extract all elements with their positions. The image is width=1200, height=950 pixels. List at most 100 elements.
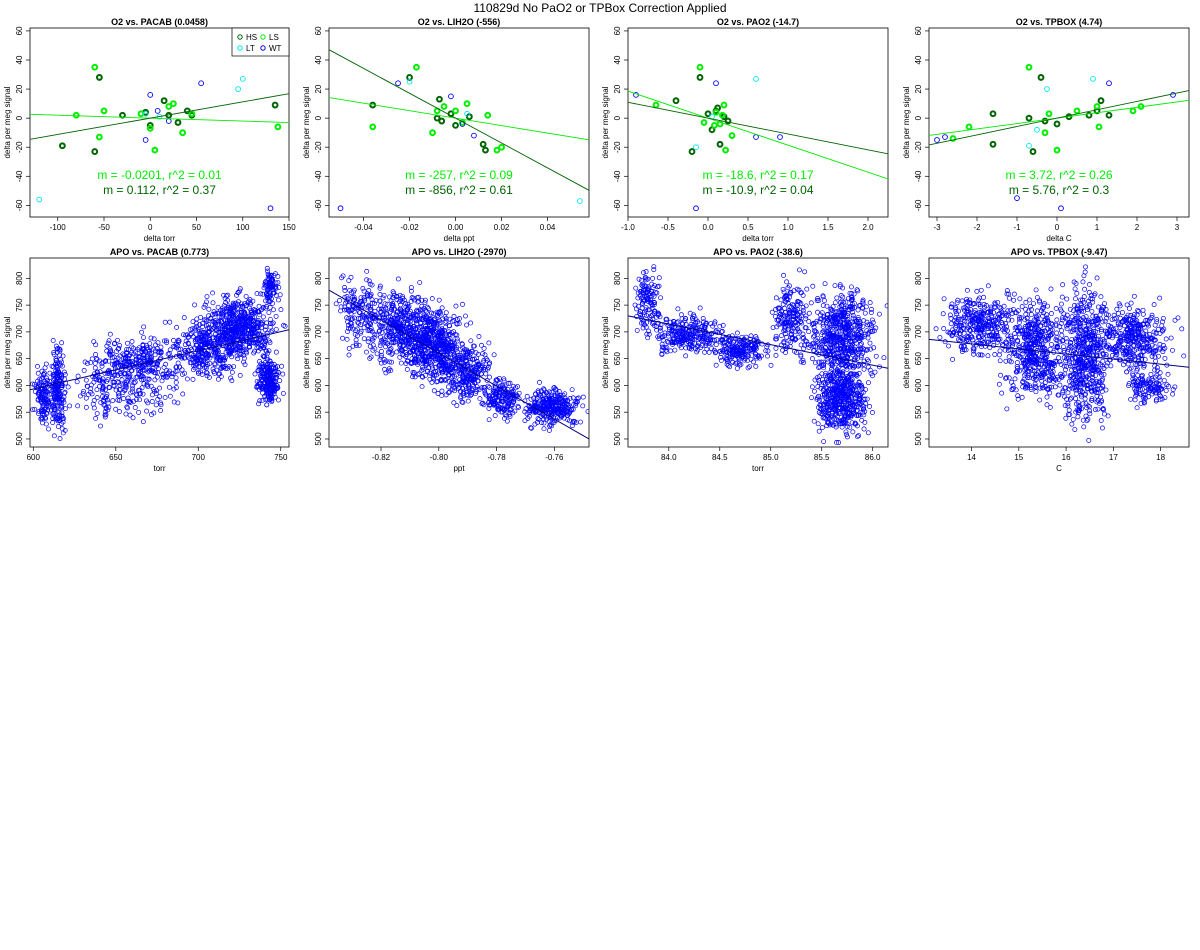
point-apo <box>636 303 641 309</box>
point-apo <box>495 406 501 412</box>
point-apo <box>400 294 405 299</box>
point-apo <box>417 280 423 286</box>
point-apo <box>643 307 649 313</box>
fit-line-hs <box>929 90 1189 146</box>
point-apo <box>228 365 234 371</box>
point-apo <box>41 372 47 378</box>
point-apo <box>460 355 466 361</box>
point-apo <box>57 398 63 404</box>
point-apo <box>578 419 583 425</box>
point-apo <box>52 384 58 390</box>
point-apo <box>722 340 728 346</box>
point-apo <box>181 332 186 338</box>
point-apo <box>400 326 405 332</box>
point-ls <box>413 63 420 71</box>
point-wt <box>267 205 274 212</box>
point-apo <box>677 340 682 346</box>
point-apo <box>35 363 40 369</box>
point-apo <box>390 302 395 308</box>
point-apo <box>470 343 476 349</box>
point-apo <box>229 354 235 360</box>
point-apo <box>153 402 159 408</box>
point-apo <box>129 344 135 350</box>
point-apo <box>46 399 52 405</box>
point-apo <box>84 360 90 366</box>
point-apo <box>651 267 657 273</box>
point-apo <box>133 349 139 355</box>
point-hs <box>479 140 487 148</box>
point-ls <box>169 100 177 107</box>
point-apo <box>87 389 93 395</box>
point-apo <box>486 384 492 390</box>
point-apo <box>643 290 649 296</box>
point-apo <box>148 383 154 389</box>
point-apo <box>118 370 124 376</box>
y-tick-label: -20 <box>613 141 622 153</box>
point-apo <box>389 351 395 357</box>
point-apo <box>439 337 445 343</box>
point-apo <box>666 333 671 339</box>
point-apo <box>379 306 384 312</box>
legend-marker-ls <box>260 34 266 40</box>
point-apo <box>634 314 640 319</box>
point-apo <box>339 275 345 281</box>
point-apo <box>798 290 804 296</box>
point-apo <box>228 335 234 341</box>
point-apo <box>669 329 675 335</box>
point-apo <box>241 347 247 352</box>
point-apo <box>781 340 787 346</box>
point-apo <box>753 363 759 369</box>
chart-panel-2: O2 vs. LIH2O (-556)-0.04 -0.02 0.00 0.02 0.0… <box>302 17 590 243</box>
point-apo <box>239 327 245 333</box>
point-apo <box>148 335 154 341</box>
point-apo <box>422 359 428 365</box>
point-apo <box>240 324 246 330</box>
plot-area <box>329 268 589 440</box>
point-apo <box>404 366 410 372</box>
point-apo <box>717 348 723 354</box>
point-apo <box>787 283 792 289</box>
point-apo <box>143 349 149 355</box>
point-apo <box>274 369 280 375</box>
point-apo <box>389 359 395 365</box>
point-apo <box>792 335 798 341</box>
point-apo <box>219 353 225 358</box>
point-apo <box>717 355 723 360</box>
point-apo <box>276 285 282 290</box>
point-apo <box>458 370 464 376</box>
chart-title: O2 vs. TPBOX (4.74) <box>1016 17 1103 27</box>
point-apo <box>237 372 243 378</box>
point-apo <box>374 332 380 338</box>
point-apo <box>439 388 445 394</box>
point-apo <box>204 299 209 305</box>
point-apo <box>134 392 140 398</box>
y-tick-label: 60 <box>15 26 24 35</box>
point-apo <box>215 304 221 310</box>
point-apo <box>425 347 431 353</box>
point-apo <box>507 410 513 416</box>
point-apo <box>649 281 655 287</box>
point-apo <box>664 345 670 351</box>
point-apo <box>419 316 425 322</box>
point-wt <box>713 80 719 87</box>
point-apo <box>158 400 164 406</box>
point-apo <box>175 400 181 406</box>
point-apo <box>657 325 663 331</box>
point-apo <box>415 330 420 336</box>
point-apo <box>486 394 492 400</box>
point-hs <box>91 148 99 155</box>
point-apo <box>269 328 275 334</box>
point-apo <box>522 418 528 424</box>
point-apo <box>342 300 348 306</box>
point-apo <box>227 308 233 313</box>
point-apo <box>465 373 471 378</box>
y-tick-label: 650 <box>613 351 622 365</box>
point-apo <box>197 342 203 348</box>
point-apo <box>196 329 202 335</box>
point-ls <box>452 107 459 115</box>
y-tick-label: -20 <box>914 141 923 153</box>
point-apo <box>476 334 482 339</box>
point-apo <box>471 376 476 382</box>
point-apo <box>429 365 435 371</box>
point-apo <box>498 401 504 407</box>
